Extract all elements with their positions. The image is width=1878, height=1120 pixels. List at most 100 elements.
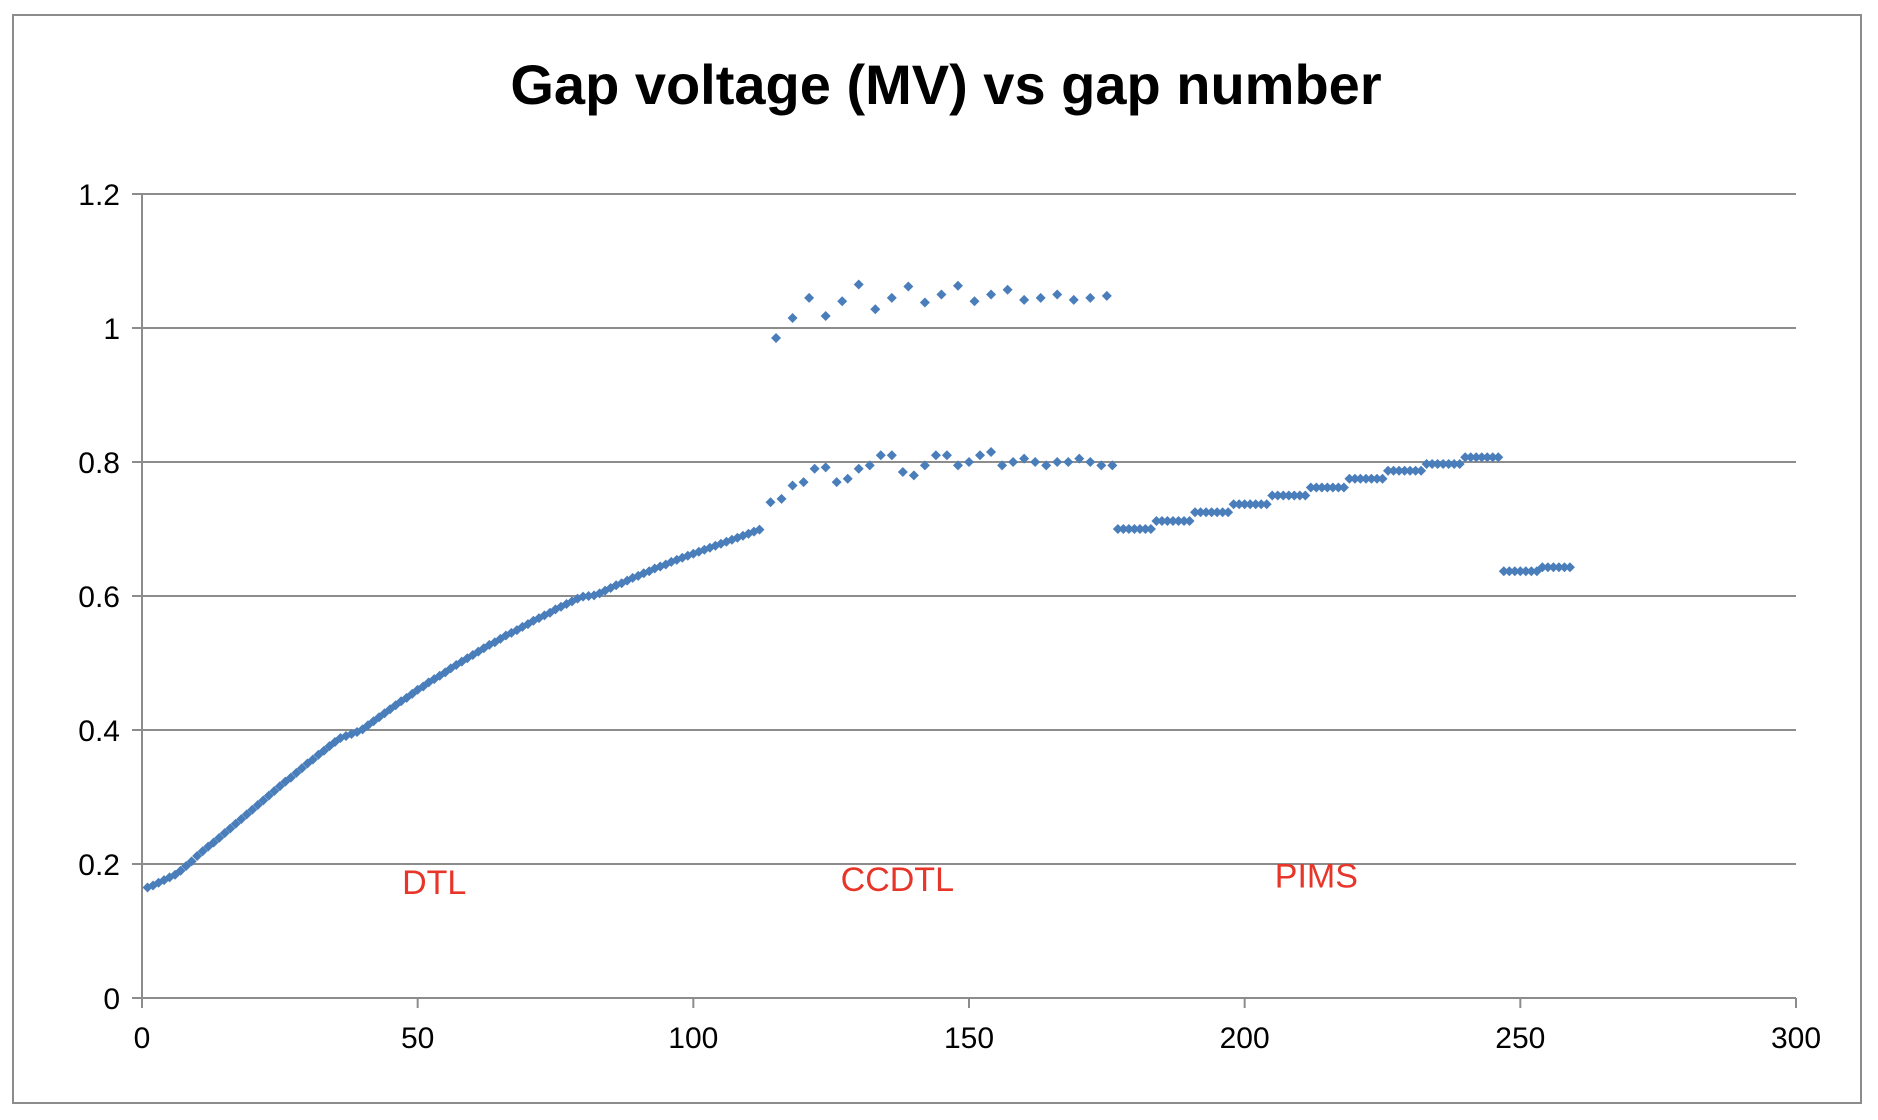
- data-point: [776, 493, 787, 504]
- data-point: [1035, 292, 1046, 303]
- chart-frame: Gap voltage (MV) vs gap number 0 0.2 0.4 0.…: [12, 14, 1862, 1104]
- data-point: [192, 850, 203, 861]
- y-tick-label: 0: [103, 983, 120, 1016]
- data-point: [1487, 452, 1498, 463]
- data-point: [236, 814, 247, 825]
- data-point: [318, 745, 329, 756]
- data-point: [1443, 459, 1454, 470]
- data-point: [1454, 459, 1465, 470]
- data-point: [886, 292, 897, 303]
- data-point: [1267, 490, 1278, 501]
- data-point: [230, 818, 241, 829]
- x-tick-label: 300: [1771, 1022, 1821, 1055]
- data-point: [1322, 482, 1333, 493]
- x-tick-label: 0: [134, 1022, 151, 1055]
- data-point: [269, 785, 280, 796]
- data-point: [258, 795, 269, 806]
- data-point: [1432, 459, 1443, 470]
- x-tick-label: 250: [1495, 1022, 1545, 1055]
- data-point: [952, 460, 963, 471]
- data-point: [809, 463, 820, 474]
- data-point: [252, 800, 263, 811]
- data-point: [1030, 457, 1041, 467]
- data-point: [274, 781, 285, 792]
- data-point: [181, 861, 192, 872]
- data-point: [1140, 524, 1151, 534]
- data-point: [1410, 465, 1421, 476]
- data-point: [1449, 459, 1460, 470]
- data-point: [1465, 452, 1476, 463]
- data-point: [296, 763, 307, 774]
- data-point: [1416, 465, 1427, 476]
- data-point: [837, 296, 848, 307]
- data-point: [1156, 515, 1167, 526]
- data-point: [1234, 499, 1245, 510]
- data-point: [291, 767, 302, 778]
- data-point: [1107, 460, 1118, 471]
- data-point: [1542, 562, 1553, 573]
- data-point: [1167, 515, 1178, 526]
- data-point: [1278, 490, 1289, 501]
- data-point: [1366, 473, 1377, 484]
- data-point: [1548, 562, 1559, 573]
- y-tick-label: 0.6: [78, 581, 120, 614]
- data-point: [964, 457, 974, 467]
- data-point: [208, 837, 219, 848]
- data-point: [842, 473, 853, 484]
- data-point: [903, 281, 914, 292]
- y-tick-label: 0.2: [78, 849, 120, 882]
- data-point: [263, 790, 274, 801]
- data-point: [1333, 482, 1344, 493]
- data-point: [771, 333, 782, 344]
- data-point: [219, 828, 230, 839]
- y-tick-label: 0.4: [78, 715, 120, 748]
- data-point: [1498, 566, 1509, 577]
- data-point: [1118, 524, 1129, 534]
- data-point: [1101, 290, 1112, 301]
- data-point: [1085, 292, 1096, 303]
- axes: [132, 193, 1797, 1008]
- data-point: [186, 856, 197, 867]
- data-point: [1019, 453, 1030, 464]
- tick-labels: 0 0.2 0.4 0.6 0.8 1 1.2 0 50 100 150 200 250 300: [78, 179, 1821, 1055]
- data-point: [1184, 515, 1195, 526]
- data-point: [897, 467, 908, 478]
- data-point: [285, 772, 296, 783]
- data-point: [1256, 499, 1267, 510]
- data-point: [307, 754, 318, 765]
- data-point: [1305, 482, 1316, 493]
- data-point: [175, 865, 186, 876]
- data-point: [1355, 473, 1366, 484]
- data-point: [831, 477, 842, 488]
- annotation-label: PIMS: [1275, 857, 1358, 895]
- data-point: [1283, 490, 1294, 501]
- data-point: [1129, 524, 1140, 534]
- data-point: [1504, 566, 1515, 577]
- data-point: [804, 292, 815, 303]
- data-point: [1460, 452, 1471, 463]
- y-tick-label: 0.8: [78, 447, 120, 480]
- data-point: [1217, 507, 1228, 518]
- data-point: [1063, 457, 1074, 467]
- data-point: [1564, 562, 1575, 573]
- data-points: [142, 279, 1575, 893]
- data-point: [1206, 507, 1217, 518]
- gridlines: [142, 193, 1796, 865]
- data-point: [936, 289, 947, 300]
- data-point: [930, 450, 941, 461]
- data-point: [820, 310, 831, 321]
- data-point: [225, 823, 236, 834]
- data-point: [997, 460, 1008, 471]
- data-point: [1179, 515, 1190, 526]
- data-point: [1344, 473, 1355, 484]
- data-point: [1123, 524, 1134, 534]
- data-point: [864, 460, 875, 471]
- data-point: [870, 304, 881, 315]
- x-tick-label: 50: [401, 1022, 434, 1055]
- data-point: [1085, 457, 1096, 467]
- data-point: [765, 497, 776, 508]
- data-point: [1019, 294, 1030, 305]
- data-point: [975, 450, 986, 461]
- data-point: [1173, 515, 1184, 526]
- data-point: [787, 480, 798, 491]
